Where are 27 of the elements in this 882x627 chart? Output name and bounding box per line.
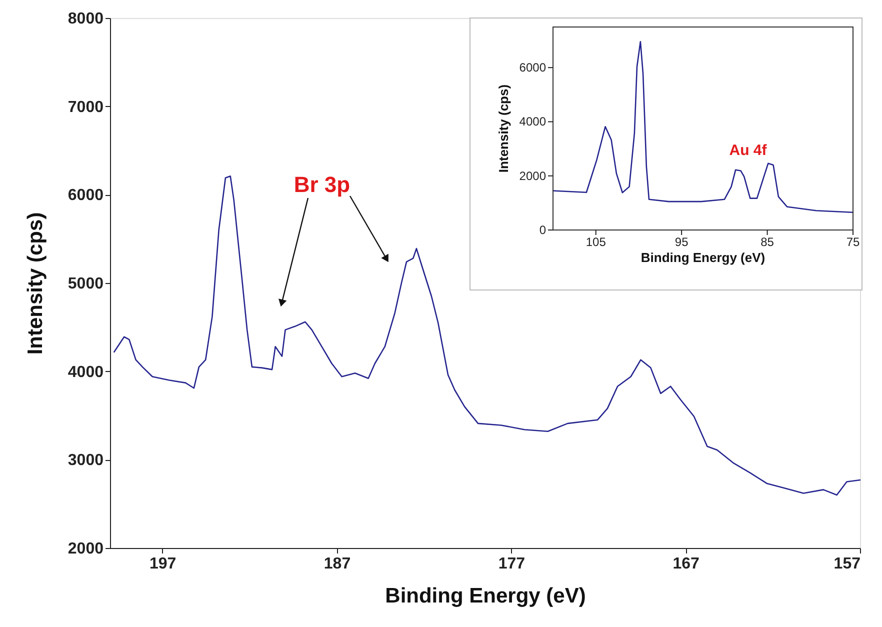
annotation: Br 3p <box>294 172 350 197</box>
y-tick-label: 7000 <box>68 98 104 116</box>
y-tick-label: 4000 <box>519 114 546 129</box>
x-axis-title: Binding Energy (eV) <box>385 584 586 608</box>
y-tick-label: 6000 <box>68 187 104 204</box>
line-series <box>552 40 854 214</box>
x-tick-label: 157 <box>834 556 861 572</box>
x-tick-label: 75 <box>846 235 860 249</box>
y-tick-label: 2000 <box>519 168 546 183</box>
annotation: Au 4f <box>729 142 768 159</box>
y-tick-label: 5000 <box>68 276 104 292</box>
x-tick-label: 197 <box>149 556 176 572</box>
x-tick-label: 187 <box>324 556 351 572</box>
y-tick-label: 0 <box>539 223 546 237</box>
x-tick-label: 85 <box>760 235 774 249</box>
y-axis-title: Intensity (cps) <box>24 212 47 355</box>
x-tick-label: 95 <box>674 235 689 249</box>
x-tick-label: 167 <box>672 556 700 572</box>
y-tick-label: 2000 <box>68 540 104 558</box>
y-tick-label: 3000 <box>68 452 104 470</box>
y-tick-label: 6000 <box>519 60 546 75</box>
x-tick-label: 177 <box>498 556 526 572</box>
y-tick-label: 4000 <box>68 364 104 381</box>
y-axis-title: Intensity (cps) <box>496 84 511 173</box>
x-axis-title: Binding Energy (eV) <box>640 250 766 265</box>
x-tick-label: 105 <box>586 235 606 249</box>
y-tick-label: 8000 <box>68 10 104 28</box>
